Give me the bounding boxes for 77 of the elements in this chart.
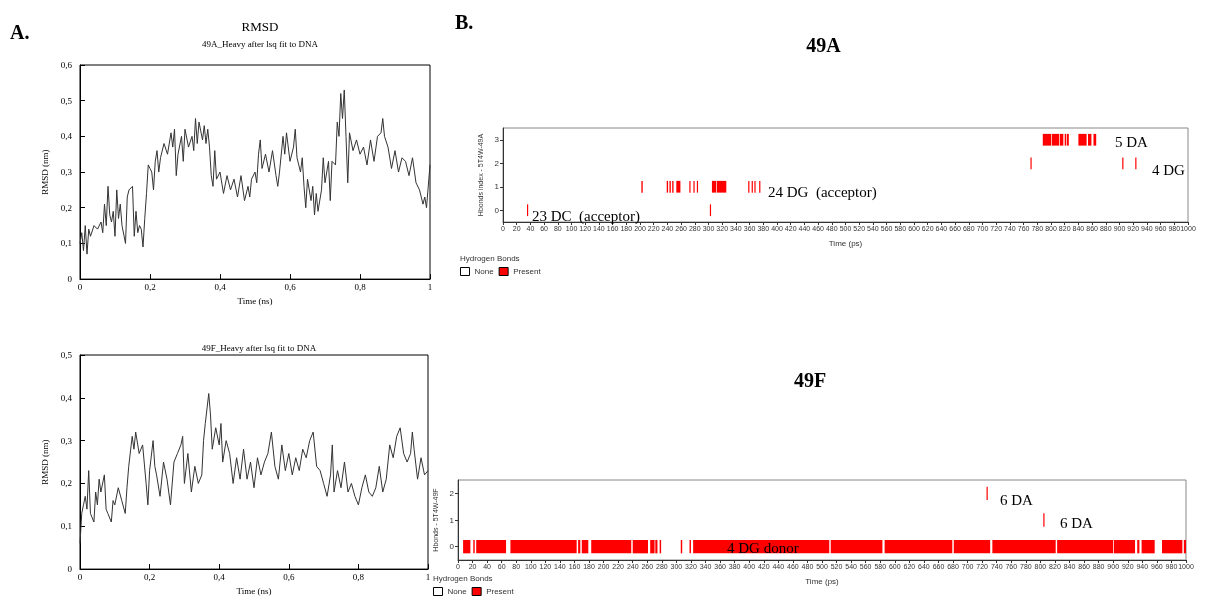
x-tick-label: 0,6 <box>284 281 297 292</box>
y-tick-label: 0,4 <box>60 392 73 403</box>
bar <box>581 540 589 554</box>
bar <box>632 540 649 554</box>
y-tick-label: 0,5 <box>60 350 73 360</box>
bar <box>650 540 655 554</box>
y-tick-label: 0,1 <box>60 521 72 532</box>
chart-title: 49A <box>806 34 842 56</box>
y-tick-label: 0 <box>494 205 500 215</box>
x-tick-label: 0,4 <box>214 281 227 292</box>
y-tick-label: 0,2 <box>60 478 72 489</box>
y-axis-title: RMSD (nm) <box>40 439 51 485</box>
bar <box>1137 540 1140 554</box>
chart-title: 49F_Heavy after lsq fit to DNA <box>201 342 317 353</box>
legend-label: Present <box>486 587 515 596</box>
y-tick-label: 1 <box>494 182 500 192</box>
annotation: 4 DG <box>1152 162 1186 178</box>
y-tick-label: 0,1 <box>60 238 72 249</box>
legend-title: Hydrogen Bonds <box>460 253 520 263</box>
annotation: 4 DG donor <box>727 540 799 556</box>
annotation: 6 DA <box>1000 492 1034 508</box>
y-tick-label: 2 <box>494 158 500 168</box>
text: A. <box>10 21 30 43</box>
x-tick-label: 0 <box>77 281 83 292</box>
x-tick-label: 0,2 <box>143 571 156 582</box>
bar <box>884 540 953 554</box>
bar <box>1078 133 1087 146</box>
bar <box>1093 133 1097 146</box>
y-tick-label: 1 <box>449 515 455 525</box>
annotation: 24 DG (acceptor) <box>768 184 877 201</box>
y-tick-label: 0,6 <box>60 60 73 70</box>
y-tick-label: 2 <box>449 488 455 498</box>
legend-label: None <box>447 587 468 596</box>
annotation: 6 DA <box>1060 515 1094 531</box>
annotation: 23 DC (acceptor) <box>532 208 640 225</box>
x-axis-title: Time (ns) <box>236 585 272 596</box>
bar <box>1141 540 1155 554</box>
x-tick-label: 1 <box>427 281 433 292</box>
text: B. <box>455 11 474 33</box>
chart-subtitle: 49A_Heavy after lsq fit to DNA <box>201 38 319 49</box>
x-tick-label: 0 <box>77 571 83 582</box>
y-tick-label: 0,3 <box>60 167 73 178</box>
legend-label: Present <box>513 267 542 276</box>
x-tick-label: 0,8 <box>354 281 367 292</box>
y-tick-label: 0,5 <box>60 95 73 106</box>
x-axis-title: Time (ns) <box>237 295 273 306</box>
y-tick-label: 0,4 <box>60 131 73 142</box>
chart-title: 49F <box>793 369 827 391</box>
line-series <box>79 393 429 544</box>
bar <box>716 180 727 193</box>
bar <box>953 540 991 554</box>
bar <box>463 540 471 554</box>
legend-label: None <box>474 267 495 276</box>
bar <box>676 180 681 193</box>
x-tick-label: 0,4 <box>213 571 226 582</box>
x-axis-title: Time (ps) <box>828 238 863 248</box>
y-tick-label: 0,3 <box>60 435 73 446</box>
y-tick-label: 0 <box>449 542 455 552</box>
y-tick-label: 0,2 <box>60 202 72 213</box>
bar <box>1161 540 1183 554</box>
line-series <box>79 89 431 255</box>
y-tick-label: 3 <box>494 135 500 145</box>
legend-title: Hydrogen Bonds <box>433 573 493 583</box>
y-axis-title: RMSD (nm) <box>40 149 51 195</box>
bar <box>510 540 577 554</box>
bar <box>830 540 883 554</box>
y-tick-label: 0 <box>67 274 73 285</box>
x-axis-title: Time (ps) <box>805 576 840 586</box>
bar <box>476 540 507 554</box>
bar <box>591 540 632 554</box>
bar <box>1183 540 1186 554</box>
x-tick-label: 1 <box>425 571 431 582</box>
chart-title: RMSD <box>241 19 279 34</box>
x-tick-label: 0,8 <box>352 571 365 582</box>
x-tick-label: 0,6 <box>283 571 295 582</box>
x-tick-label: 0,2 <box>144 281 156 292</box>
annotation: 5 DA <box>1115 134 1149 150</box>
